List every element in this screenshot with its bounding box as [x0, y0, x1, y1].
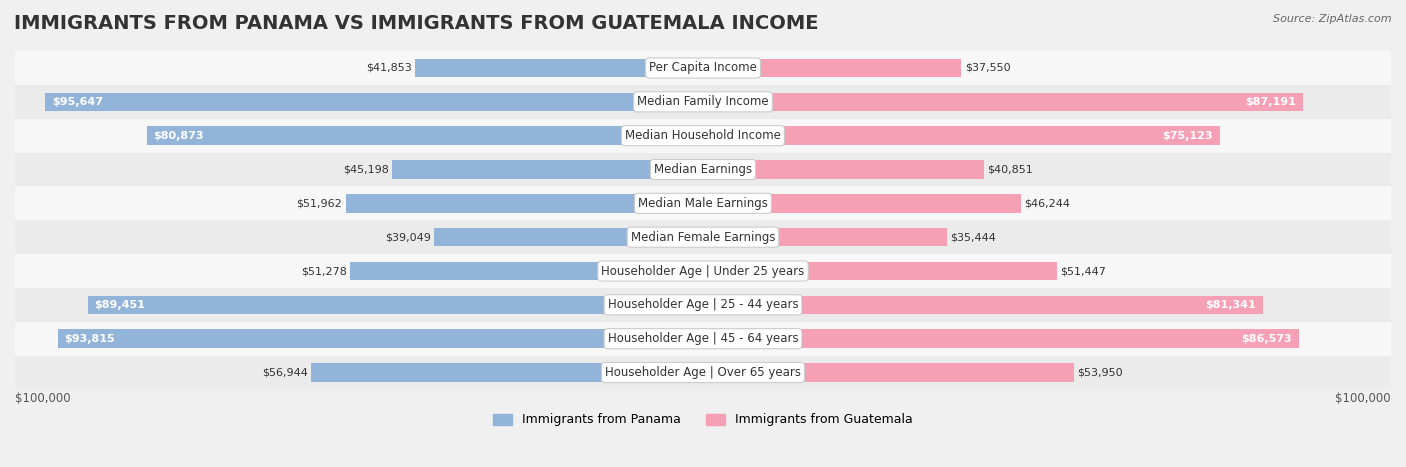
Text: $86,573: $86,573	[1241, 334, 1292, 344]
Text: Median Male Earnings: Median Male Earnings	[638, 197, 768, 210]
Bar	[15, 355, 1391, 389]
Text: $51,447: $51,447	[1060, 266, 1107, 276]
Text: $39,049: $39,049	[385, 232, 430, 242]
Text: $80,873: $80,873	[153, 131, 204, 141]
Bar	[392, 160, 703, 179]
Bar	[703, 363, 1074, 382]
Bar	[146, 127, 703, 145]
Text: Median Household Income: Median Household Income	[626, 129, 780, 142]
Text: Householder Age | 45 - 64 years: Householder Age | 45 - 64 years	[607, 332, 799, 345]
Text: $89,451: $89,451	[94, 300, 145, 310]
Text: Householder Age | Over 65 years: Householder Age | Over 65 years	[605, 366, 801, 379]
Bar	[703, 262, 1057, 280]
Text: IMMIGRANTS FROM PANAMA VS IMMIGRANTS FROM GUATEMALA INCOME: IMMIGRANTS FROM PANAMA VS IMMIGRANTS FRO…	[14, 14, 818, 33]
Text: Householder Age | 25 - 44 years: Householder Age | 25 - 44 years	[607, 298, 799, 311]
Text: $87,191: $87,191	[1246, 97, 1296, 107]
Text: $100,000: $100,000	[1336, 392, 1391, 405]
Text: $100,000: $100,000	[15, 392, 70, 405]
Bar	[703, 160, 984, 179]
Text: $53,950: $53,950	[1077, 368, 1123, 377]
Text: $56,944: $56,944	[262, 368, 308, 377]
Bar	[703, 296, 1263, 314]
Bar	[15, 322, 1391, 355]
Text: $81,341: $81,341	[1205, 300, 1256, 310]
Text: Source: ZipAtlas.com: Source: ZipAtlas.com	[1274, 14, 1392, 24]
Bar	[703, 127, 1220, 145]
Text: Median Female Earnings: Median Female Earnings	[631, 231, 775, 244]
Text: Median Earnings: Median Earnings	[654, 163, 752, 176]
Bar	[15, 51, 1391, 85]
Bar	[87, 296, 703, 314]
Bar	[703, 59, 962, 78]
Text: $95,647: $95,647	[52, 97, 103, 107]
Text: $40,851: $40,851	[987, 164, 1033, 175]
Bar	[15, 220, 1391, 254]
Text: $51,278: $51,278	[301, 266, 347, 276]
Text: $75,123: $75,123	[1163, 131, 1213, 141]
Text: $37,550: $37,550	[965, 63, 1011, 73]
Text: $51,962: $51,962	[297, 198, 342, 208]
Bar	[15, 288, 1391, 322]
Bar	[703, 92, 1303, 111]
Bar	[434, 228, 703, 247]
Bar	[15, 119, 1391, 153]
Text: $45,198: $45,198	[343, 164, 388, 175]
Text: Householder Age | Under 25 years: Householder Age | Under 25 years	[602, 264, 804, 277]
Bar	[15, 85, 1391, 119]
Legend: Immigrants from Panama, Immigrants from Guatemala: Immigrants from Panama, Immigrants from …	[488, 409, 918, 432]
Bar	[15, 153, 1391, 186]
Bar	[703, 228, 946, 247]
Bar	[703, 329, 1299, 348]
Bar	[15, 254, 1391, 288]
Bar	[415, 59, 703, 78]
Text: Median Family Income: Median Family Income	[637, 95, 769, 108]
Text: $41,853: $41,853	[366, 63, 412, 73]
Text: $35,444: $35,444	[950, 232, 997, 242]
Text: $93,815: $93,815	[65, 334, 115, 344]
Bar	[311, 363, 703, 382]
Bar	[45, 92, 703, 111]
Bar	[703, 194, 1021, 212]
Bar	[15, 186, 1391, 220]
Text: $46,244: $46,244	[1025, 198, 1070, 208]
Bar	[350, 262, 703, 280]
Bar	[58, 329, 703, 348]
Text: Per Capita Income: Per Capita Income	[650, 62, 756, 75]
Bar	[346, 194, 703, 212]
